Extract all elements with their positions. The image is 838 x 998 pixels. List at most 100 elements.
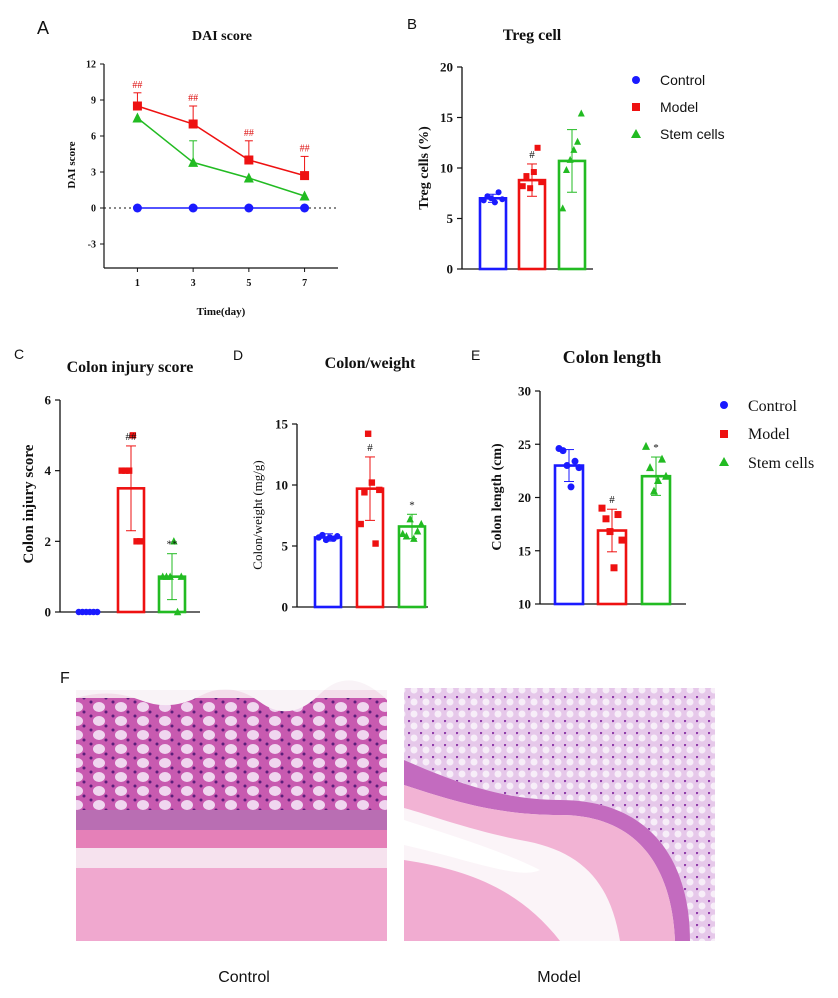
panel-a: A DAI score -3 0 3 6 9 12 1 3 5 7 ## ## ## ## DAI sco… [37, 18, 338, 318]
chart-c-significance-label: ## [126, 431, 138, 443]
panel-b: B Treg cell 0 5 10 15 20 # Treg cells (%) Con… [407, 16, 725, 277]
chart-a-ytick-label: 3 [91, 168, 96, 179]
chart-b-data-point [523, 173, 530, 180]
chart-e-data-point [606, 528, 614, 536]
chart-c-data-point [133, 538, 140, 545]
chart-e-data-point [598, 504, 606, 512]
chart-b-data-point [480, 197, 487, 204]
chart-c-ylabel: Colon injury score [21, 444, 37, 563]
legend-top-stem-marker [631, 129, 641, 138]
chart-a-point [188, 119, 198, 129]
chart-d-data-point [406, 514, 414, 523]
panel-letter-e: E [471, 347, 480, 363]
chart-d-data-point [368, 479, 376, 486]
chart-d-significance-label: # [367, 442, 373, 454]
chart-b-data-point [559, 204, 567, 212]
legend-top-control-label: Control [660, 72, 705, 88]
panel-letter-b: B [407, 16, 417, 33]
chart-d-data-point [357, 520, 364, 528]
chart-a-point [299, 190, 310, 201]
legend-top: Control Model Stem cells [631, 72, 725, 142]
chart-d-significance-label: * [409, 499, 415, 511]
legend-bottom-control-label: Control [748, 398, 797, 415]
chart-a-xtick-label: 5 [246, 278, 251, 289]
chart-c-data-point [118, 467, 125, 474]
chart-a-series-line [136, 117, 305, 197]
legend-bottom-stem-label: Stem cells [748, 455, 814, 472]
chart-e-data-point [559, 447, 567, 455]
chart-d-data-point [413, 527, 422, 535]
chart-d-ytick-label: 10 [275, 478, 288, 493]
chart-a-point [244, 203, 254, 213]
chart-a-ytick-label: -3 [88, 240, 96, 251]
panel-f: F Control Model [60, 670, 715, 986]
chart-e-ytick-label: 15 [518, 543, 532, 558]
chart-a-significance-label: ## [132, 80, 142, 91]
histology-model-image [404, 688, 715, 941]
chart-b-data-point [570, 145, 578, 153]
chart-c-data-point [122, 467, 129, 474]
chart-c-plot: 0 2 4 6 ## ** [45, 393, 200, 620]
chart-e-data-point [654, 475, 662, 484]
chart-d-ylabel: Colon/weight (mg/g) [250, 460, 265, 569]
chart-c-ytick-label: 0 [45, 605, 52, 620]
chart-d-data-point [410, 534, 418, 542]
chart-b-data-point [538, 179, 545, 186]
chart-b-data-point [574, 137, 582, 145]
chart-e-data-point [602, 515, 610, 523]
chart-c-significance-label: ** [167, 539, 178, 551]
chart-b-ytick-label: 0 [447, 262, 454, 277]
chart-c-data-point [166, 572, 174, 580]
chart-e-data-point [642, 441, 650, 450]
chart-b-bar [478, 197, 508, 271]
chart-b-data-point [499, 196, 506, 203]
chart-d-title: Colon/weight [325, 355, 416, 372]
chart-b-data-point [495, 189, 502, 196]
chart-e-ylabel: Colon length (cm) [490, 443, 505, 551]
chart-b-data-point [530, 169, 537, 176]
chart-a-plot: -3 0 3 6 9 12 1 3 5 7 ## ## ## ## [86, 60, 338, 289]
chart-a-point [243, 172, 254, 183]
chart-e-data-point [563, 462, 571, 470]
chart-a-point [300, 203, 310, 213]
chart-d-ytick-label: 0 [282, 600, 289, 615]
chart-d-bar [313, 536, 343, 609]
chart-e-ytick-label: 20 [518, 490, 531, 505]
chart-b-data-point [527, 185, 534, 192]
chart-e-data-point [575, 464, 583, 472]
chart-c-data-point [94, 608, 101, 616]
chart-b-ylabel: Treg cells (%) [417, 126, 432, 210]
chart-d-data-point [376, 486, 383, 494]
chart-b-data-point [491, 199, 498, 206]
panel-c: C Colon injury score 0 2 4 6 ## ** Colon inju… [14, 346, 200, 620]
legend-top-model-marker [632, 103, 640, 111]
chart-e-ytick-label: 10 [518, 597, 531, 612]
chart-c-ytick-label: 6 [45, 393, 52, 408]
chart-e-data-point [571, 457, 579, 465]
chart-b-title: Treg cell [503, 27, 562, 44]
chart-a-ytick-label: 0 [91, 204, 96, 215]
chart-c-ytick-label: 4 [45, 463, 52, 478]
chart-a-xlabel: Time(day) [197, 306, 246, 318]
chart-a-xtick-label: 1 [135, 278, 140, 289]
chart-d-data-point [399, 529, 407, 537]
chart-b-ytick-label: 5 [447, 211, 454, 226]
chart-a-ytick-label: 6 [91, 132, 96, 143]
chart-a-ytick-label: 12 [86, 60, 96, 71]
panel-e: E Colon length 10 15 20 25 30 # * Colon length… [471, 347, 814, 612]
legend-top-stem-label: Stem cells [660, 126, 725, 142]
chart-b-ytick-label: 20 [440, 60, 453, 75]
legend-bottom-model-label: Model [748, 426, 790, 443]
chart-b-data-point [562, 166, 570, 174]
chart-c-data-point [125, 467, 133, 474]
chart-d-data-point [334, 533, 341, 540]
chart-a-point [132, 101, 142, 111]
chart-a-ylabel: DAI score [66, 141, 78, 188]
chart-a-significance-label: ## [244, 128, 254, 139]
chart-b-data-point [519, 183, 526, 190]
chart-a-point [244, 155, 254, 165]
chart-e-ytick-label: 25 [518, 437, 532, 452]
chart-e-significance-label: * [653, 442, 659, 454]
chart-e-data-point [614, 511, 622, 519]
legend-bottom-model-marker [720, 430, 728, 438]
